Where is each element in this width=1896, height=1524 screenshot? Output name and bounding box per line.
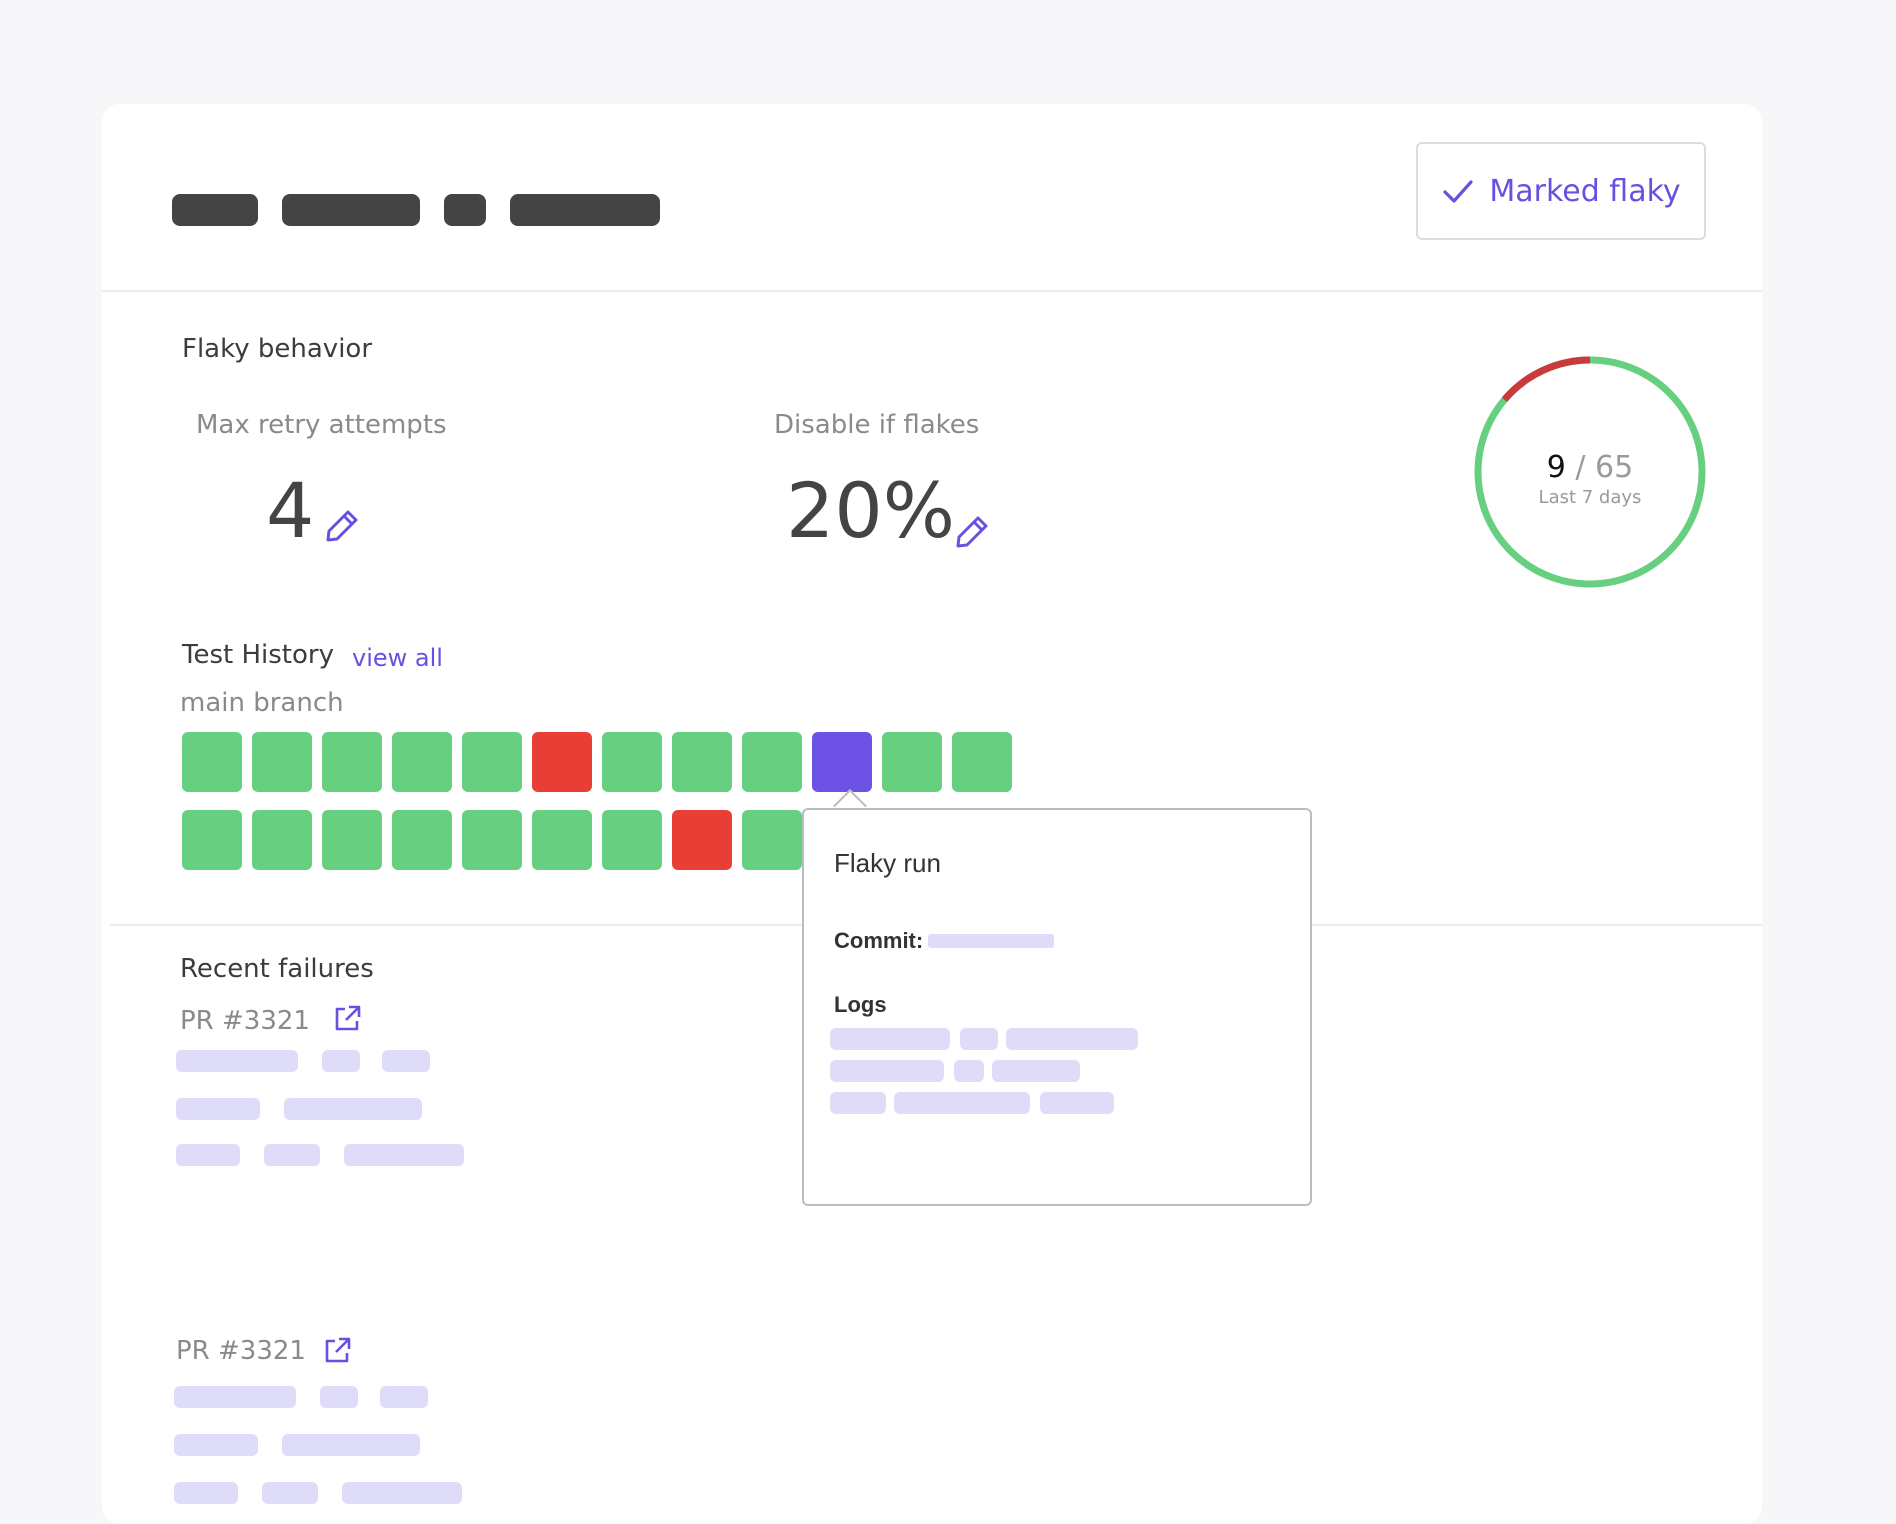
title-placeholder-word [282,194,420,226]
tooltip-title: Flaky run [834,848,941,878]
run-status-pass[interactable] [952,732,1012,792]
run-status-pass[interactable] [462,810,522,870]
edit-max-retry-pencil-icon[interactable] [324,508,360,544]
run-status-pass[interactable] [882,732,942,792]
log-skeleton [284,1098,422,1120]
disable-if-flakes-value: 20% [786,466,955,555]
log-skeleton [264,1144,320,1166]
external-link-icon[interactable] [332,1004,362,1034]
log-skeleton [830,1092,886,1114]
log-skeleton [382,1050,430,1072]
run-status-fail[interactable] [532,732,592,792]
total-runs: / 65 [1575,450,1634,485]
pr-link[interactable]: PR #3321 [180,1006,310,1036]
log-skeleton [380,1386,428,1408]
check-icon [1443,180,1473,203]
run-status-fail[interactable] [672,810,732,870]
log-skeleton [1006,1028,1138,1050]
commit-label: Commit: [834,928,924,953]
run-status-pass[interactable] [602,810,662,870]
run-status-pass[interactable] [252,810,312,870]
log-skeleton [176,1144,240,1166]
flaky-run-tooltip: Flaky run Commit: Logs [802,808,1312,1206]
marked-flaky-button[interactable]: Marked flaky [1416,142,1706,240]
donut-count-line: 9 / 65 [1470,450,1710,485]
external-link-icon[interactable] [322,1336,352,1366]
header-divider [102,290,1762,292]
log-skeleton [342,1482,462,1504]
view-all-link[interactable]: view all [352,644,443,672]
log-skeleton [176,1098,260,1120]
flaky-rate-donut [1474,356,1706,588]
log-skeleton [282,1434,420,1456]
run-status-pass[interactable] [532,810,592,870]
log-skeleton [344,1144,464,1166]
run-status-pass[interactable] [252,732,312,792]
log-skeleton [960,1028,998,1050]
logs-label: Logs [834,992,887,1017]
title-placeholder-word [510,194,660,226]
test-history-title: Test History [182,640,334,670]
marked-flaky-label: Marked flaky [1489,173,1681,209]
log-skeleton [174,1482,238,1504]
log-skeleton [954,1060,984,1082]
run-status-pass[interactable] [322,810,382,870]
donut-center-label: 9 / 65 Last 7 days [1470,450,1710,508]
title-placeholder-word [172,194,258,226]
pr-link[interactable]: PR #3321 [176,1336,306,1366]
run-status-pass[interactable] [182,810,242,870]
branch-label: main branch [180,688,344,718]
donut-caption: Last 7 days [1538,487,1642,508]
donut-flaky-arc [1501,356,1591,403]
log-skeleton [320,1386,358,1408]
log-skeleton [1040,1092,1114,1114]
run-status-pass[interactable] [672,732,732,792]
run-status-pass[interactable] [742,732,802,792]
log-skeleton [322,1050,360,1072]
log-skeleton [830,1060,944,1082]
log-skeleton [262,1482,318,1504]
title-placeholder-word [444,194,486,226]
log-skeleton [830,1028,950,1050]
run-status-pass[interactable] [742,810,802,870]
max-retry-label: Max retry attempts [196,410,447,440]
flaky-behavior-title: Flaky behavior [182,334,373,364]
log-skeleton [894,1092,1030,1114]
flaky-count: 9 [1546,450,1566,485]
run-status-pass[interactable] [392,732,452,792]
edit-disable-threshold-pencil-icon[interactable] [954,514,990,550]
commit-hash-placeholder[interactable] [928,934,1054,948]
run-status-pass[interactable] [322,732,382,792]
log-skeleton [992,1060,1080,1082]
recent-failures-title: Recent failures [180,954,374,984]
run-status-flaky[interactable] [812,732,872,792]
log-skeleton [174,1434,258,1456]
disable-if-flakes-label: Disable if flakes [774,410,980,440]
run-status-pass[interactable] [182,732,242,792]
log-skeleton [176,1050,298,1072]
run-status-pass[interactable] [462,732,522,792]
run-status-pass[interactable] [602,732,662,792]
run-status-pass[interactable] [392,810,452,870]
max-retry-value: 4 [266,466,315,555]
log-skeleton [174,1386,296,1408]
